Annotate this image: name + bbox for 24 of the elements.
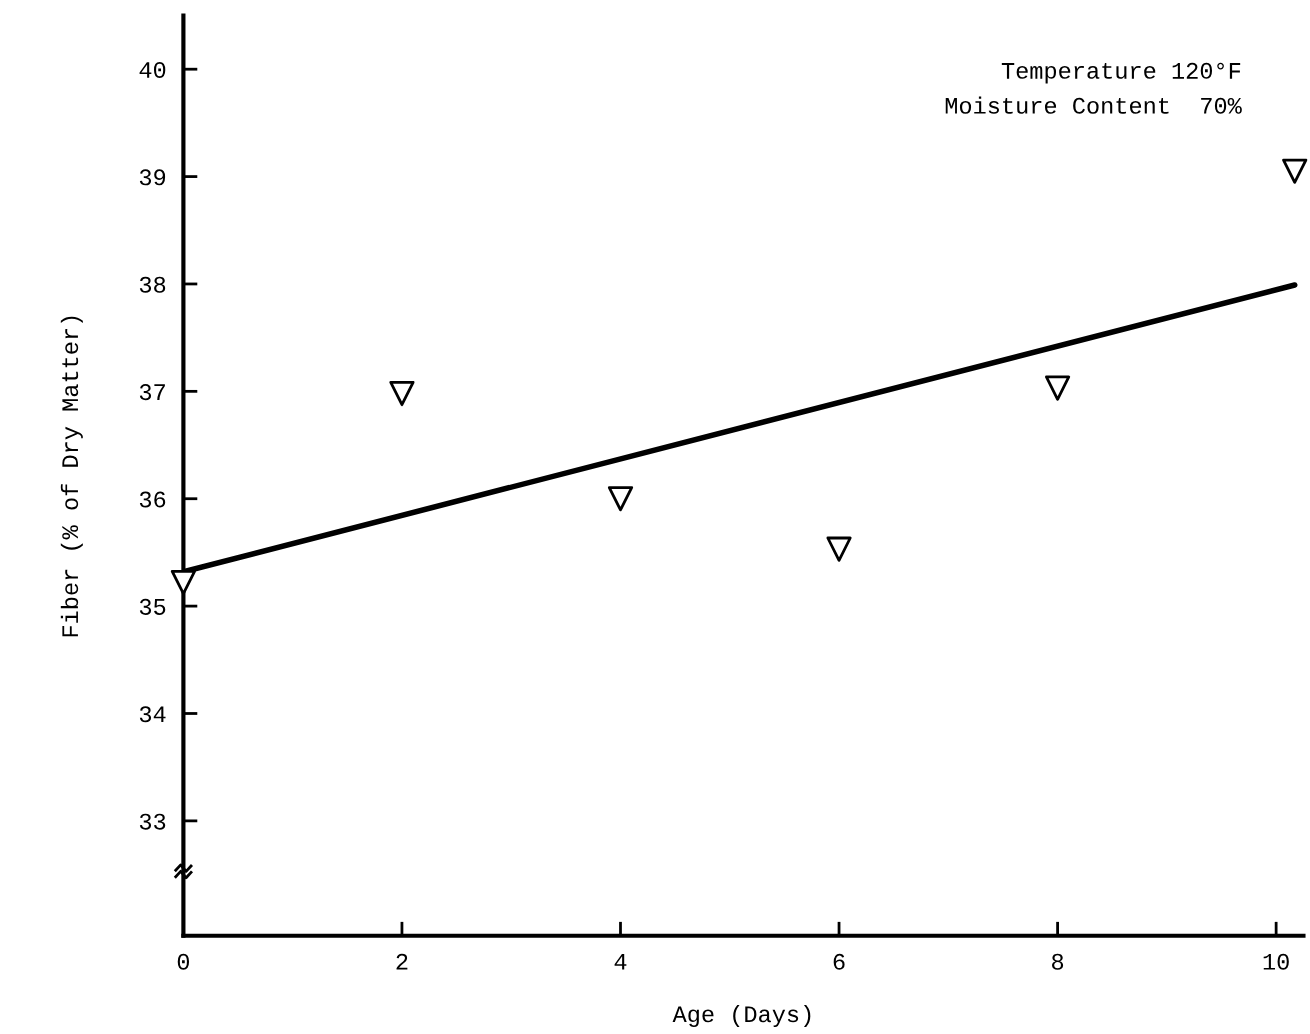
- x-tick-label: 6: [833, 953, 845, 970]
- x-tick-label: 10: [1263, 953, 1289, 970]
- point: [1282, 158, 1308, 184]
- y-axis-title: Fiber (% of Dry Matter): [60, 316, 83, 637]
- point: [1045, 375, 1071, 401]
- annotation: Moisture Content 70%: [945, 96, 1242, 114]
- y-tick-label: 35: [139, 598, 166, 615]
- point: [170, 569, 196, 596]
- y-tick-label: 37: [139, 384, 165, 401]
- point: [826, 536, 852, 562]
- y-tick-label: 39: [139, 169, 166, 186]
- x-tick-label: 2: [396, 953, 408, 970]
- y-tick-label: 34: [139, 706, 166, 723]
- y-tick-label: 33: [139, 813, 166, 830]
- point: [389, 380, 415, 407]
- x-tick-label: 8: [1052, 953, 1064, 970]
- y-tick-label: 36: [139, 491, 166, 508]
- y-tick-label: 40: [139, 61, 166, 78]
- x-tick-label: 0: [177, 953, 190, 970]
- point: [607, 486, 634, 512]
- y-tick-label: 38: [139, 276, 166, 293]
- x-tick-label: 4: [614, 953, 627, 970]
- annotation: Temperature 120°F: [1001, 62, 1241, 84]
- x-axis-title: Age (Days): [672, 1005, 811, 1028]
